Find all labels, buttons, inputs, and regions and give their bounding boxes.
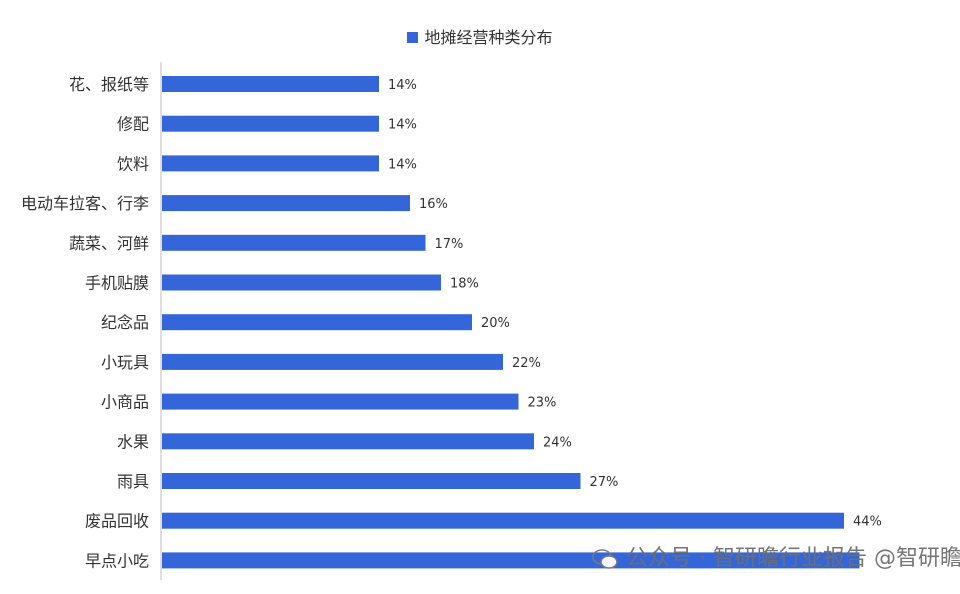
data-label: 16% [419, 197, 448, 212]
data-label: 23% [528, 396, 557, 411]
data-label: 22% [512, 356, 541, 371]
watermark: 公众号 · 智研瞻行业报告 @智研瞻 [592, 540, 960, 572]
category-label: 纪念品 [101, 313, 149, 332]
bar [162, 274, 441, 291]
category-label: 蔬菜、河鲜 [69, 234, 149, 253]
bar [162, 155, 379, 172]
data-label: 14% [388, 78, 417, 93]
data-label: 17% [435, 237, 464, 252]
data-label: 20% [481, 316, 510, 331]
bar [162, 115, 379, 132]
data-label: 18% [450, 277, 479, 292]
category-label: 小商品 [101, 393, 149, 412]
bar [162, 552, 860, 569]
data-label: 27% [590, 475, 619, 490]
bar [162, 512, 844, 529]
category-label: 电动车拉客、行李 [21, 194, 149, 213]
category-label: 雨具 [117, 472, 149, 491]
data-label: 24% [543, 435, 572, 450]
category-label: 修配 [117, 115, 149, 134]
bar [162, 393, 519, 410]
category-label: 废品回收 [85, 512, 149, 531]
data-label: 44% [853, 515, 882, 530]
data-label: 14% [388, 157, 417, 172]
bar [162, 353, 503, 370]
data-label: 14% [388, 118, 417, 133]
category-label: 饮料 [117, 154, 149, 173]
legend: 地摊经营种类分布 [0, 24, 960, 48]
watermark-text: 公众号 · 智研瞻行业报告 @智研瞻 [626, 546, 960, 571]
bar [162, 76, 379, 92]
wechat-icon [592, 549, 618, 569]
legend-swatch [407, 31, 419, 43]
category-label: 早点小吃 [85, 551, 149, 570]
category-label: 水果 [117, 432, 149, 451]
category-label: 手机贴膜 [85, 274, 149, 293]
bar [162, 473, 581, 489]
category-label: 花、报纸等 [69, 75, 149, 94]
legend-label: 地摊经营种类分布 [424, 28, 553, 47]
bar [162, 314, 472, 331]
category-label: 小玩具 [101, 353, 149, 372]
bar [162, 433, 534, 450]
bar [162, 195, 410, 212]
bar [162, 234, 426, 251]
